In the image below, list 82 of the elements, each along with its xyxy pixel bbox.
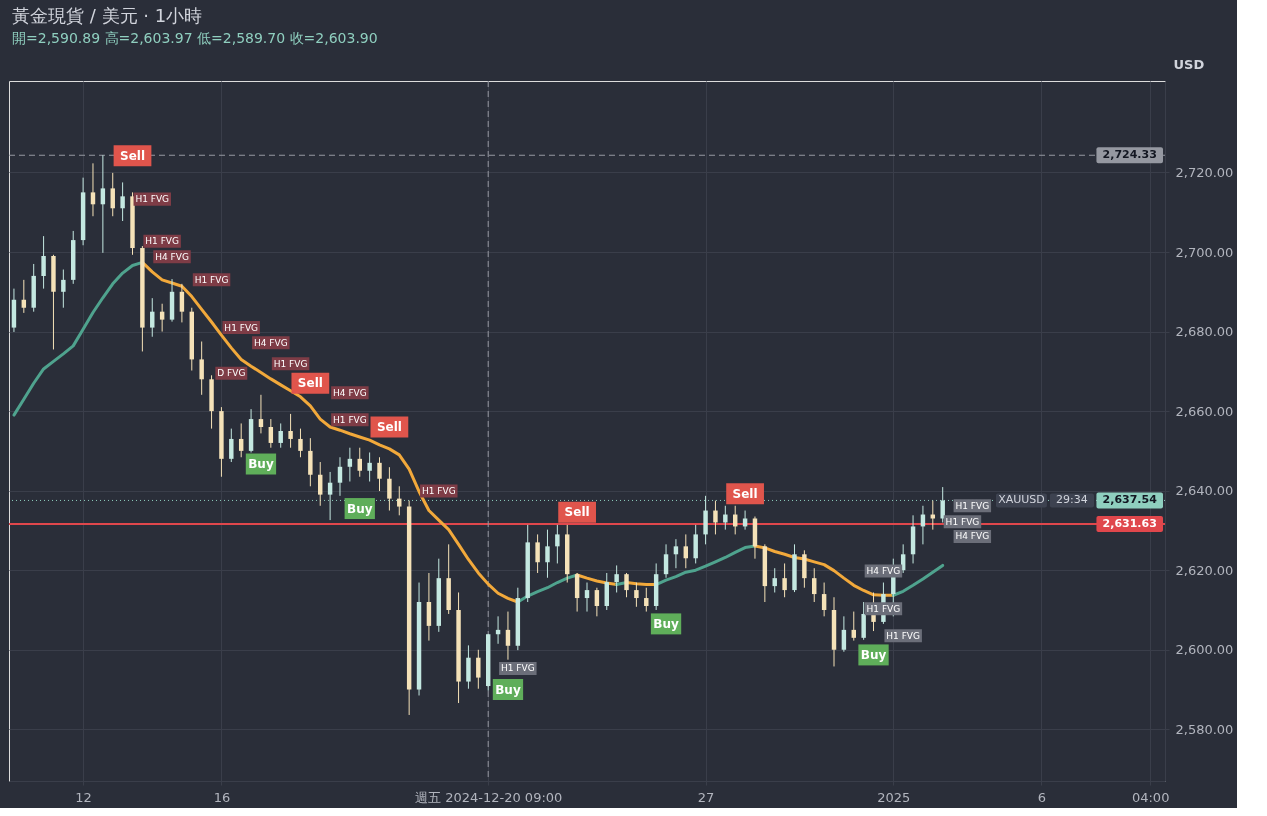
candlestick [367,451,372,483]
candlestick [150,297,155,338]
candlestick [851,611,856,642]
annotation: XAUUSD [998,493,1045,507]
candlestick [812,567,817,603]
candlestick [723,505,728,531]
candlestick [159,303,165,333]
candlestick [555,524,560,564]
candlestick [238,422,244,458]
candlestick [772,567,777,593]
y-axis-title: USD [1173,56,1205,72]
candlestick [545,529,550,579]
y-tick-label: 2,720.00 [1175,164,1234,180]
candlestick [535,533,540,574]
candlestick [663,543,669,579]
candlestick [634,582,639,608]
candlestick [841,615,847,653]
candlestick [466,644,471,690]
candlestick [802,549,807,589]
candlestick [278,422,283,449]
candlestick [318,461,323,507]
x-tick-label: 16 [213,789,231,805]
y-tick-label: 2,660.00 [1175,403,1234,419]
candlestick [327,471,333,521]
candlestick [861,601,866,641]
y-tick-label: 2,640.00 [1175,483,1234,499]
candlestick [288,413,293,449]
candlestick [821,582,827,617]
x-tick-label: 04:00 [1131,789,1170,805]
x-tick-label: 2025 [877,789,911,805]
candlestick [624,572,629,598]
x-tick-label: 週五 2024-12-20 09:00 [415,789,563,805]
candlestick [574,572,580,613]
y-tick-label: 2,620.00 [1175,562,1234,578]
candlestick [604,572,609,611]
annotation: 29:34 [1056,493,1088,507]
candlestick [21,279,27,314]
candlestick [703,495,708,545]
y-tick-label: 2,700.00 [1175,244,1234,260]
candlestick [505,611,511,661]
candlestick [387,466,392,512]
y-tick-label: 2,580.00 [1175,721,1234,737]
candlestick [782,562,787,598]
chart-title: 黃金現貨 / 美元 · 1小時 [12,5,203,26]
candlestick [298,428,303,458]
candlestick [100,154,106,254]
x-tick-label: 27 [697,789,715,805]
candlestick [476,649,481,690]
ref-line-label: 2,637.54 [1102,493,1158,507]
candlestick [397,485,402,516]
x-tick-label: 6 [1037,789,1047,805]
candlestick [357,447,362,478]
candlestick [940,486,945,523]
candlestick [110,172,115,217]
candlestick [426,572,432,642]
candlestick [268,418,274,449]
ref-line-label: 2,631.63 [1102,516,1157,530]
candlestick [594,587,600,617]
x-tick-label: 12 [75,789,92,805]
candlestick [614,564,619,593]
candlestick [377,456,382,492]
candlestick [308,437,313,487]
y-tick-label: 2,680.00 [1175,324,1234,340]
candlestick [713,500,718,535]
candlestick [41,235,46,290]
candlestick [644,587,649,613]
candlestick [258,394,264,434]
candlestick [199,341,204,396]
candlestick [90,162,96,217]
candlestick [584,582,590,613]
candlestick [229,428,234,463]
candlestick [693,524,698,564]
ref-line-label: 2,724.33 [1102,148,1157,162]
candlestick [683,533,689,569]
candlestick [673,538,679,569]
candlestick [347,447,353,483]
chart-subtitle: 開=2,590.89 高=2,603.97 低=2,589.70 收=2,603.90 [12,30,378,46]
y-tick-label: 2,600.00 [1175,642,1234,658]
candlestick [337,456,343,497]
candlestick [120,181,125,222]
candlestick [179,283,185,323]
candlestick [61,269,66,309]
